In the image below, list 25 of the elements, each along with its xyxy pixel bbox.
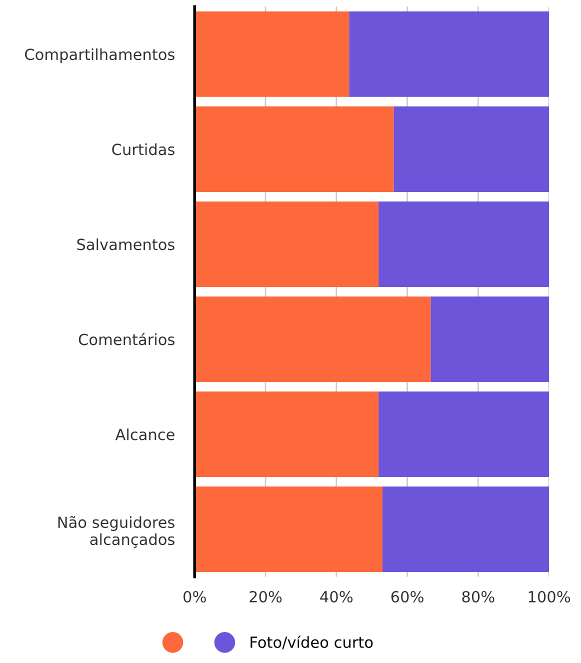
y-tick-label: Curtidas xyxy=(112,143,174,156)
bar xyxy=(378,392,550,478)
bar xyxy=(382,486,550,572)
y-tick-label: Não seguidores alcançados xyxy=(58,516,174,548)
bar xyxy=(349,11,550,97)
legend-label: Foto/vídeo curto xyxy=(250,636,373,650)
y-tick-label: Comentários xyxy=(78,332,174,346)
bar xyxy=(394,106,550,192)
x-tick-label: 60% xyxy=(391,590,424,603)
x-tick-label: 40% xyxy=(320,590,353,603)
y-tick-label: Compartilhamentos xyxy=(25,48,174,64)
bar xyxy=(194,296,431,382)
bar xyxy=(194,392,379,478)
x-tick-label: 20% xyxy=(250,590,282,603)
y-tick-label: Salvamentos xyxy=(77,238,174,250)
bar xyxy=(194,201,379,287)
bar xyxy=(378,201,550,287)
x-tick-label: 0% xyxy=(184,590,206,603)
x-tick-label: 100% xyxy=(528,590,570,603)
bar xyxy=(194,486,382,572)
y-tick-label: Alcance xyxy=(115,428,174,440)
bar xyxy=(194,11,350,97)
x-tick-label: 80% xyxy=(462,590,494,603)
bar xyxy=(430,296,550,382)
bar xyxy=(194,106,394,192)
